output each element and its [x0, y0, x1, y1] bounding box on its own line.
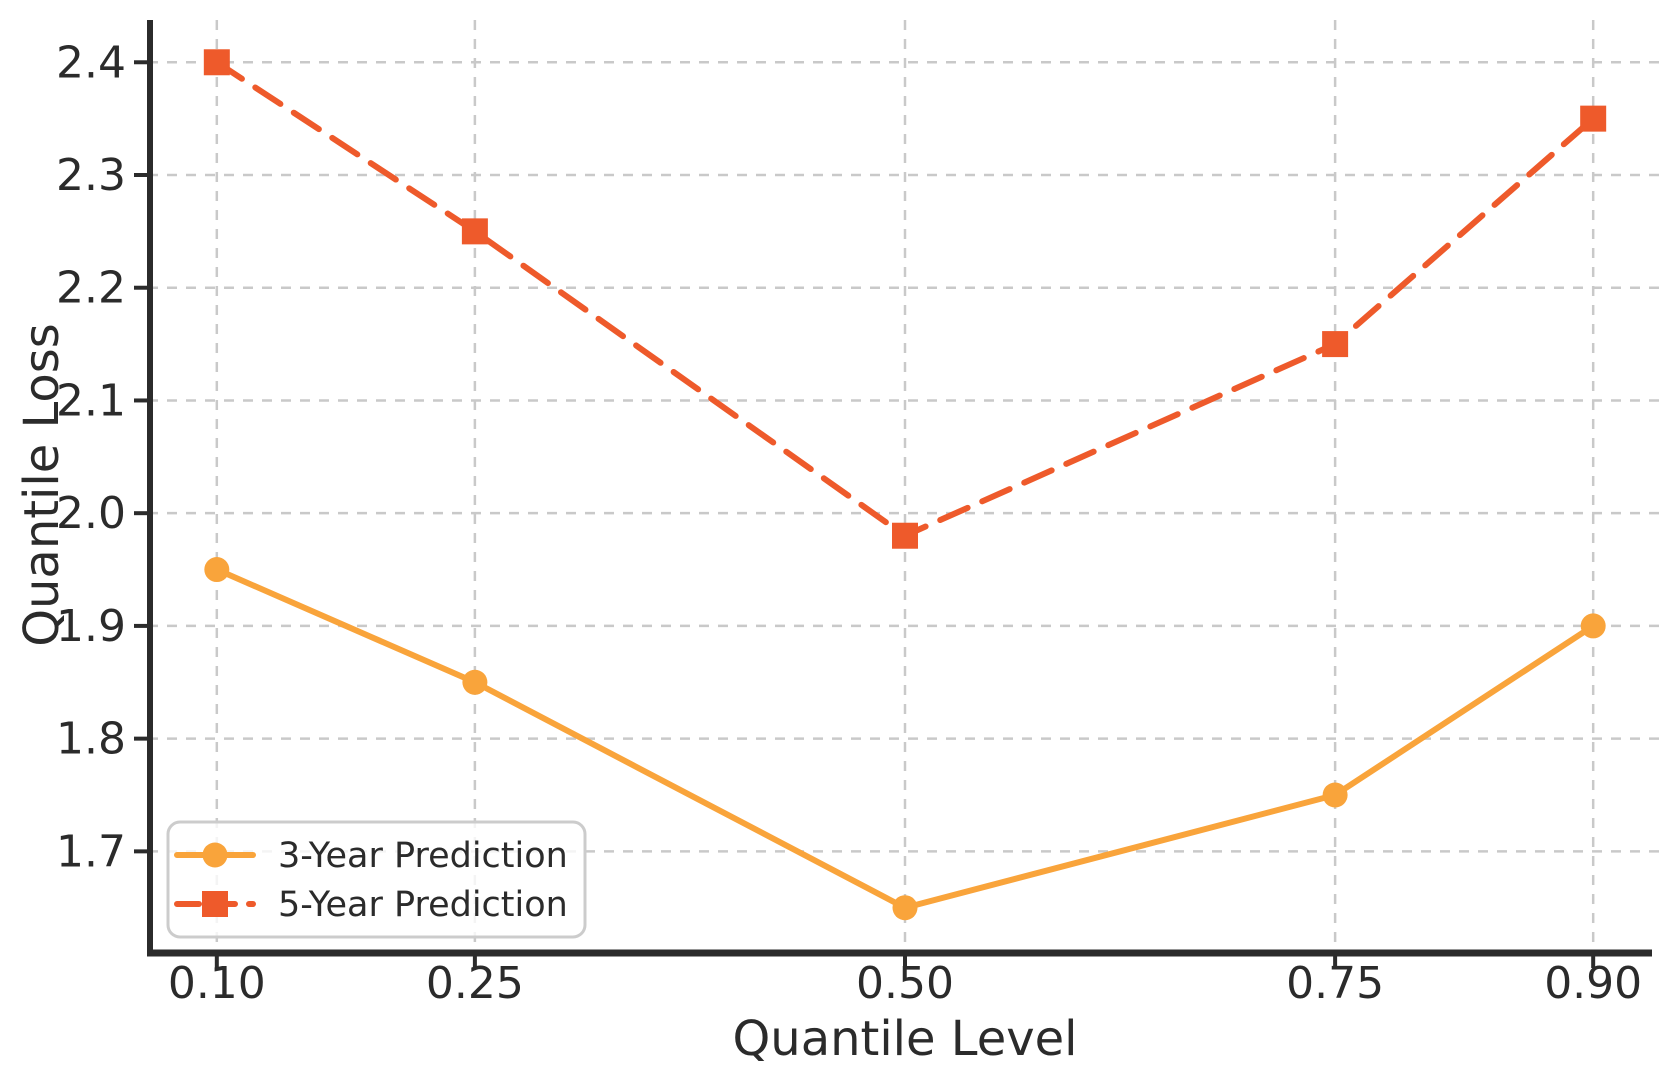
grid-layer	[148, 20, 1662, 950]
legend-box	[166, 820, 587, 939]
data-point-marker	[892, 895, 918, 921]
x-tick-label: 0.25	[426, 958, 524, 1009]
data-point-marker	[203, 49, 230, 76]
series-layer	[203, 49, 1607, 921]
x-tick-label: 0.90	[1544, 958, 1642, 1009]
data-point-marker	[1322, 782, 1348, 808]
x-axis-title: Quantile Level	[732, 1011, 1077, 1067]
legend-sample-marker	[202, 891, 228, 917]
y-tick-label: 2.1	[56, 375, 126, 426]
y-tick-label: 1.9	[56, 601, 126, 652]
data-point-marker	[892, 522, 918, 549]
x-tick-label: 0.75	[1286, 958, 1384, 1009]
legend: 3-Year Prediction 5-Year Prediction	[166, 820, 587, 939]
legend-label: 5-Year Prediction	[278, 885, 568, 925]
y-axis-title: Quantile Loss	[14, 323, 70, 647]
data-point-marker	[462, 669, 488, 695]
data-point-marker	[461, 218, 488, 245]
y-tick-label: 1.8	[56, 714, 126, 765]
series-5-year-prediction	[203, 49, 1607, 549]
axis-layer: 0.10 0.25 0.50 0.75 0.90 1.7 1.8 1.9 2.0 2.1 2.2 2.…	[56, 20, 1652, 1009]
y-tick-label: 2.2	[56, 263, 126, 314]
data-point-marker	[1322, 331, 1349, 358]
y-tick-label: 1.7	[56, 826, 126, 877]
x-tick-label: 0.10	[168, 958, 266, 1009]
data-point-marker	[204, 557, 230, 583]
legend-label: 3-Year Prediction	[278, 836, 568, 876]
y-tick-label: 2.3	[56, 150, 126, 201]
y-tick-label: 2.4	[56, 37, 126, 88]
y-tick-label: 2.0	[56, 488, 126, 539]
data-point-marker	[1580, 105, 1607, 132]
data-point-marker	[1580, 613, 1606, 639]
legend-sample-marker	[202, 842, 228, 868]
series-3-year-prediction	[204, 557, 1606, 921]
legend-item-3-year-prediction: 3-Year Prediction	[174, 836, 568, 876]
x-tick-label: 0.50	[856, 958, 954, 1009]
legend-item-5-year-prediction: 5-Year Prediction	[174, 885, 568, 925]
